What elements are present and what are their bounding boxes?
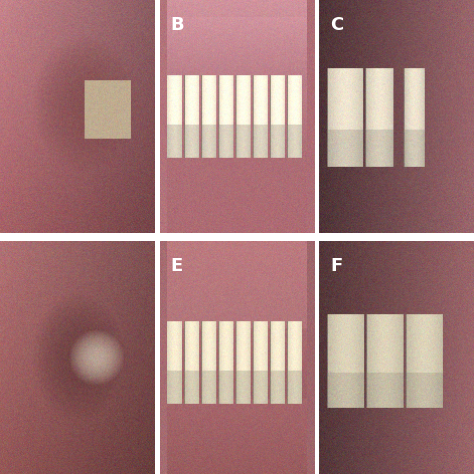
Text: B: B xyxy=(170,16,184,34)
Text: E: E xyxy=(170,257,182,275)
Text: F: F xyxy=(330,257,342,275)
Text: C: C xyxy=(330,16,343,34)
